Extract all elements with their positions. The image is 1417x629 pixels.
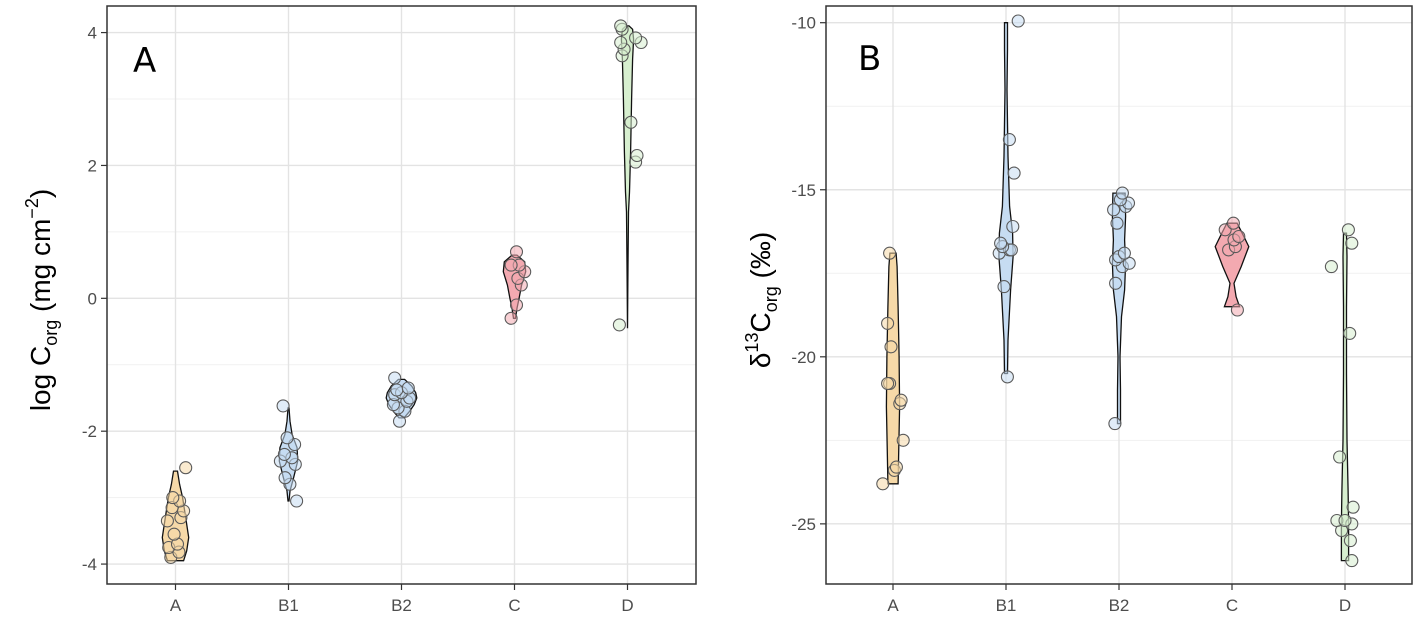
data-point-A: [876, 477, 890, 491]
data-point-D: [1341, 223, 1355, 237]
data-point-A: [889, 460, 903, 474]
x-tick-label: A: [170, 596, 182, 615]
data-point-D: [1338, 513, 1352, 528]
data-point-B1: [277, 447, 291, 461]
data-point-C: [1232, 229, 1246, 244]
data-point-A: [884, 340, 898, 354]
data-point-D: [630, 148, 644, 163]
panel-a: -4 -2 0 2 4 A B1 B2 C D A log Corg (mg cm−2): [22, 5, 697, 615]
panel-b-label: B: [858, 39, 881, 79]
panel-a-x-axis: A B1 B2 C D: [170, 584, 634, 615]
data-point-B1: [278, 471, 292, 485]
data-point-B2: [1109, 276, 1123, 290]
data-point-B2: [1117, 246, 1131, 260]
data-point-B2: [1107, 203, 1121, 217]
data-point-D: [1343, 326, 1357, 340]
panel-a-label: A: [133, 41, 156, 81]
y-tick-label: -25: [791, 515, 816, 534]
x-tick-label: D: [1339, 596, 1351, 615]
data-point-D: [1346, 500, 1360, 514]
data-point-B2: [390, 383, 404, 397]
y-tick-label: -10: [791, 14, 816, 33]
data-point-C: [504, 311, 518, 325]
data-point-B2: [392, 414, 407, 428]
panel-b-y-title: δ13Corg (‰): [742, 232, 781, 368]
y-tick-label: 0: [88, 289, 97, 308]
panel-b-y-axis: -25 -20 -15 -10: [791, 14, 826, 534]
data-point-B1: [1011, 14, 1025, 28]
data-point-B1: [1007, 166, 1021, 180]
x-tick-label: B2: [391, 596, 412, 615]
panel-a-points: [160, 19, 648, 564]
data-point-A: [167, 527, 181, 541]
data-point-A: [883, 246, 897, 260]
panel-b: -25 -20 -15 -10 A B1 B2 C D B δ13Corg (‰): [742, 5, 1413, 615]
y-tick-label: -15: [791, 181, 816, 200]
data-point-D: [1333, 450, 1347, 464]
data-point-B2: [1108, 417, 1122, 431]
x-tick-label: B1: [996, 596, 1017, 615]
violin-A: [885, 252, 901, 485]
data-point-D: [614, 19, 628, 33]
data-point-B2: [388, 371, 402, 385]
data-point-D: [1345, 236, 1359, 250]
data-point-B2: [401, 381, 415, 395]
data-point-D: [624, 115, 638, 129]
x-tick-label: B2: [1109, 596, 1130, 615]
data-point-D: [1345, 554, 1359, 568]
data-point-D: [612, 318, 626, 332]
data-point-C: [1226, 216, 1240, 230]
data-point-A: [179, 461, 193, 475]
data-point-D: [629, 31, 643, 45]
data-point-A: [166, 491, 180, 505]
y-tick-label: 4: [88, 24, 97, 43]
data-point-B1: [276, 399, 290, 413]
data-point-B1: [1000, 370, 1014, 384]
data-point-A: [160, 514, 174, 528]
data-point-B1: [290, 494, 304, 508]
data-point-A: [881, 376, 895, 391]
x-tick-label: B1: [278, 596, 299, 615]
data-point-B1: [280, 431, 294, 445]
y-tick-label: -4: [82, 555, 97, 574]
data-point-B1: [997, 280, 1011, 294]
y-tick-label: 2: [88, 156, 97, 175]
data-point-C: [504, 258, 518, 272]
y-tick-label: -2: [82, 422, 97, 441]
data-point-D: [1343, 534, 1357, 548]
data-point-C: [509, 298, 524, 312]
data-point-D: [614, 35, 628, 50]
x-tick-label: A: [887, 596, 899, 615]
x-tick-label: D: [621, 596, 633, 615]
data-point-C: [509, 245, 524, 259]
data-point-B1: [994, 236, 1008, 250]
data-point-B1: [1002, 133, 1016, 147]
panel-a-y-title: log Corg (mg cm−2): [22, 189, 61, 411]
x-tick-label: C: [1226, 596, 1238, 615]
data-point-B1: [1006, 219, 1020, 234]
data-point-A: [881, 316, 895, 330]
data-point-D: [1324, 260, 1338, 274]
data-point-B2: [1115, 186, 1129, 200]
x-tick-label: C: [508, 596, 520, 615]
data-point-A: [896, 433, 910, 447]
y-tick-label: -20: [791, 348, 816, 367]
panel-b-x-axis: A B1 B2 C D: [887, 584, 1351, 615]
data-point-B2: [1110, 216, 1124, 230]
panel-b-points: [876, 14, 1360, 568]
data-point-C: [1230, 303, 1244, 317]
data-point-A: [894, 393, 908, 407]
panel-a-y-axis: -4 -2 0 2 4: [82, 24, 107, 574]
